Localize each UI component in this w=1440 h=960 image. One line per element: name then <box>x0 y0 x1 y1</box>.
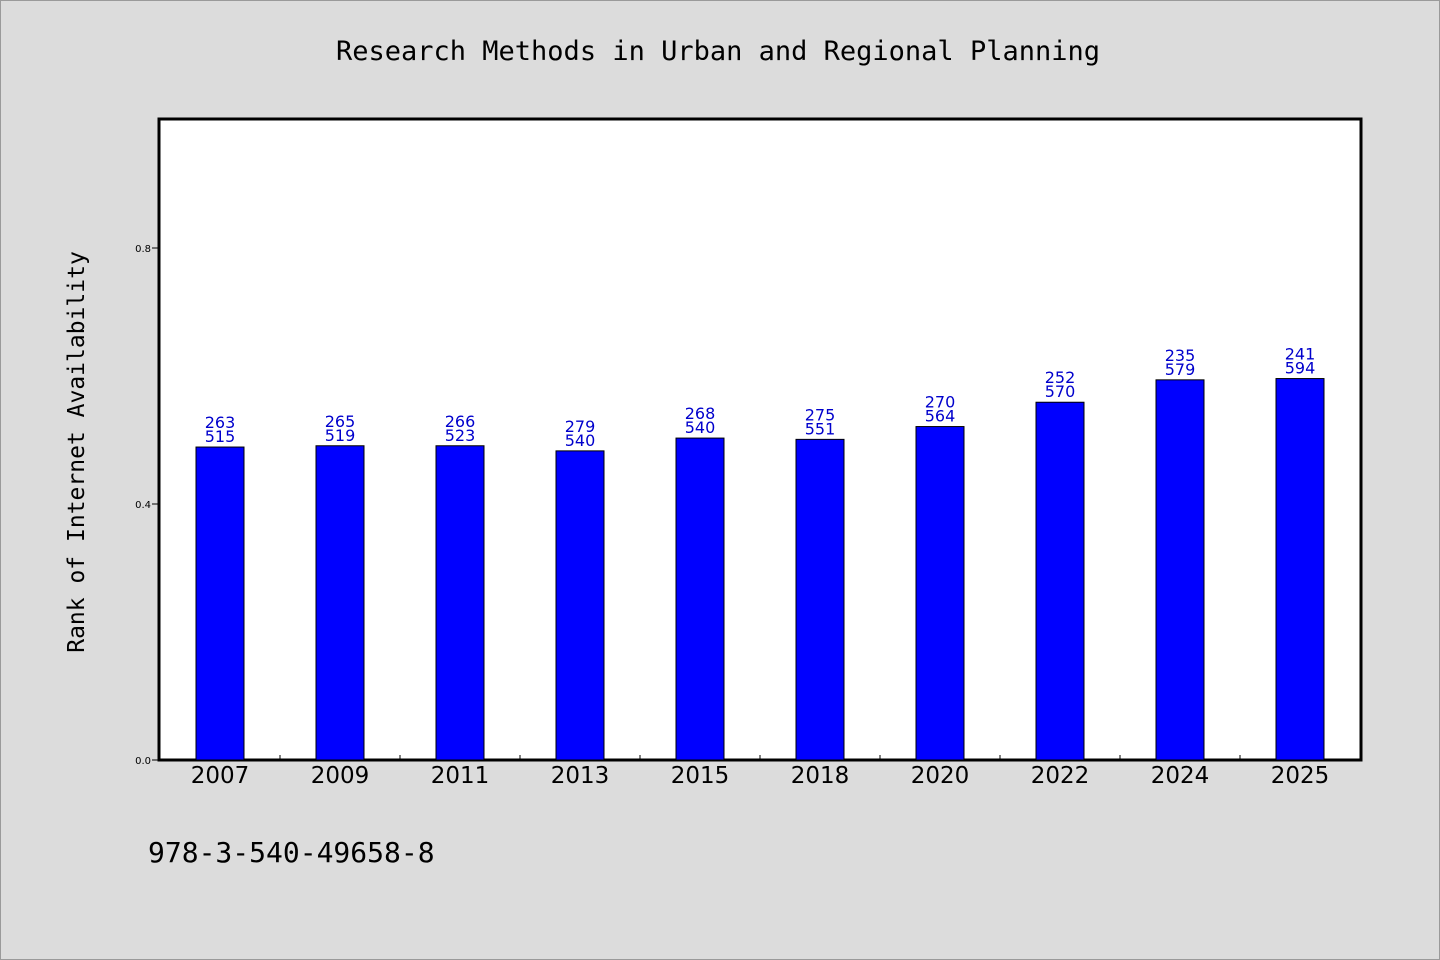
bar-2015 <box>675 437 725 761</box>
bar-2024 <box>1155 379 1205 761</box>
x-tick-label: 2020 <box>911 763 970 789</box>
data-label-bottom: 564 <box>925 407 956 426</box>
data-label-top: 268 <box>685 404 716 423</box>
data-label-bottom: 551 <box>805 419 836 438</box>
y-tick-label: 0.8 <box>135 244 151 255</box>
data-label-top: 263 <box>205 413 236 432</box>
y-tick-label: 0.0 <box>135 756 151 767</box>
data-label-top: 235 <box>1165 346 1196 365</box>
x-tick-label: 2025 <box>1271 763 1330 789</box>
y-axis: 0.0 0.4 0.8 <box>135 244 160 767</box>
data-label-bottom: 594 <box>1285 359 1316 378</box>
x-tick-label: 2009 <box>311 763 370 789</box>
data-label-top: 266 <box>445 412 476 431</box>
bar-2022 <box>1035 401 1085 761</box>
bars-group <box>195 378 1325 761</box>
data-label-top: 279 <box>565 417 596 436</box>
x-tick-label: 2015 <box>671 763 730 789</box>
bar-2009 <box>315 445 365 761</box>
bar-2020 <box>915 426 965 761</box>
y-axis-label: Rank of Internet Availability <box>64 251 90 653</box>
bar-2013 <box>555 450 605 761</box>
data-label-top: 275 <box>805 405 836 424</box>
data-label-top: 265 <box>325 412 356 431</box>
footer-note: 978-3-540-49658-8 <box>148 836 435 869</box>
y-tick-label: 0.4 <box>135 500 151 511</box>
x-tick-label: 2018 <box>791 763 850 789</box>
data-label-bottom: 519 <box>325 426 356 445</box>
data-label-bottom: 570 <box>1045 382 1076 401</box>
data-label-bottom: 523 <box>445 426 476 445</box>
data-label-bottom: 540 <box>685 418 716 437</box>
x-tick-label: 2007 <box>191 763 250 789</box>
data-label-bottom: 515 <box>205 427 236 446</box>
data-label-top: 252 <box>1045 368 1076 387</box>
data-label-bottom: 579 <box>1165 360 1196 379</box>
bar-2011 <box>435 445 485 761</box>
x-tick-label: 2011 <box>431 763 490 789</box>
data-label-top: 270 <box>925 393 956 412</box>
chart-title: Research Methods in Urban and Regional P… <box>336 36 1100 67</box>
bar-2018 <box>795 438 845 761</box>
x-axis: 2007 2009 2011 2013 2015 2018 2020 2022 2024 2025 <box>191 755 1330 789</box>
x-tick-label: 2022 <box>1031 763 1090 789</box>
x-tick-label: 2024 <box>1151 763 1210 789</box>
data-label-bottom: 540 <box>565 431 596 450</box>
data-label-top: 241 <box>1285 345 1316 364</box>
x-tick-label: 2013 <box>551 763 610 789</box>
bar-2007 <box>195 446 245 761</box>
bar-2025 <box>1275 378 1325 761</box>
